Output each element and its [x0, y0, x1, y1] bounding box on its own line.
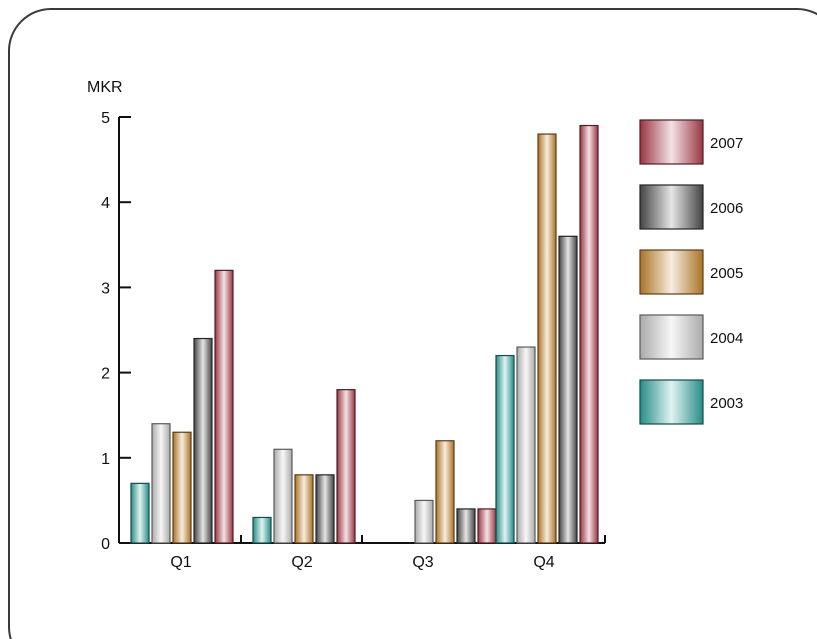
legend-swatch-2006 — [639, 184, 704, 230]
y-axis: 0 1 2 3 4 5 — [101, 110, 131, 553]
bar-2005-Q1 — [172, 431, 192, 544]
legend-swatch-2004 — [639, 314, 704, 360]
y-tick-label: 5 — [101, 110, 110, 127]
bar-2005-Q2 — [294, 474, 314, 544]
bar-2004-Q4 — [516, 346, 536, 544]
legend-label-2006: 2006 — [710, 200, 743, 217]
bar-2007-Q2 — [336, 389, 356, 544]
x-category-label: Q4 — [533, 554, 554, 571]
y-tick-label: 1 — [101, 451, 110, 468]
bar-2006-Q2 — [315, 474, 335, 544]
bar-2007-Q4 — [579, 124, 599, 544]
legend-label-2003: 2003 — [710, 395, 743, 412]
legend-label-2005: 2005 — [710, 265, 743, 282]
y-tick-label: 4 — [101, 195, 110, 212]
legend-swatch-2005 — [639, 249, 704, 295]
legend-swatch-2007 — [639, 119, 704, 165]
y-axis-unit-label: MKR — [87, 79, 123, 96]
legend-label-2004: 2004 — [710, 330, 743, 347]
legend-label-2007: 2007 — [710, 135, 743, 152]
bar-2004-Q3 — [414, 499, 434, 544]
legend-swatch-2003 — [639, 379, 704, 425]
bar-2007-Q1 — [214, 269, 234, 544]
bar-2006-Q4 — [558, 235, 578, 544]
x-category-label: Q2 — [291, 554, 312, 571]
x-category-label: Q1 — [170, 554, 191, 571]
y-tick-label: 3 — [101, 280, 110, 297]
x-category-label: Q3 — [412, 554, 433, 571]
bar-2006-Q1 — [193, 337, 213, 544]
bar-2006-Q3 — [456, 508, 476, 544]
bar-2007-Q3 — [477, 508, 497, 544]
bar-2003-Q2 — [252, 516, 272, 544]
bar-2004-Q1 — [151, 423, 171, 544]
bar-2004-Q2 — [273, 448, 293, 544]
bar-2003-Q4 — [495, 354, 515, 544]
bars — [130, 124, 599, 544]
y-tick-label: 0 — [101, 536, 110, 553]
legend: 2007 2006 2005 2004 2003 — [639, 119, 743, 425]
bar-2005-Q3 — [435, 440, 455, 544]
y-tick-label: 2 — [101, 366, 110, 383]
bar-2005-Q4 — [537, 133, 557, 544]
bar-2003-Q1 — [130, 482, 150, 544]
